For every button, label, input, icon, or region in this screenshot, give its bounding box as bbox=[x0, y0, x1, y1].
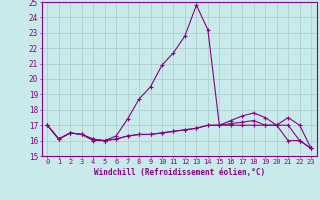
X-axis label: Windchill (Refroidissement éolien,°C): Windchill (Refroidissement éolien,°C) bbox=[94, 168, 265, 177]
